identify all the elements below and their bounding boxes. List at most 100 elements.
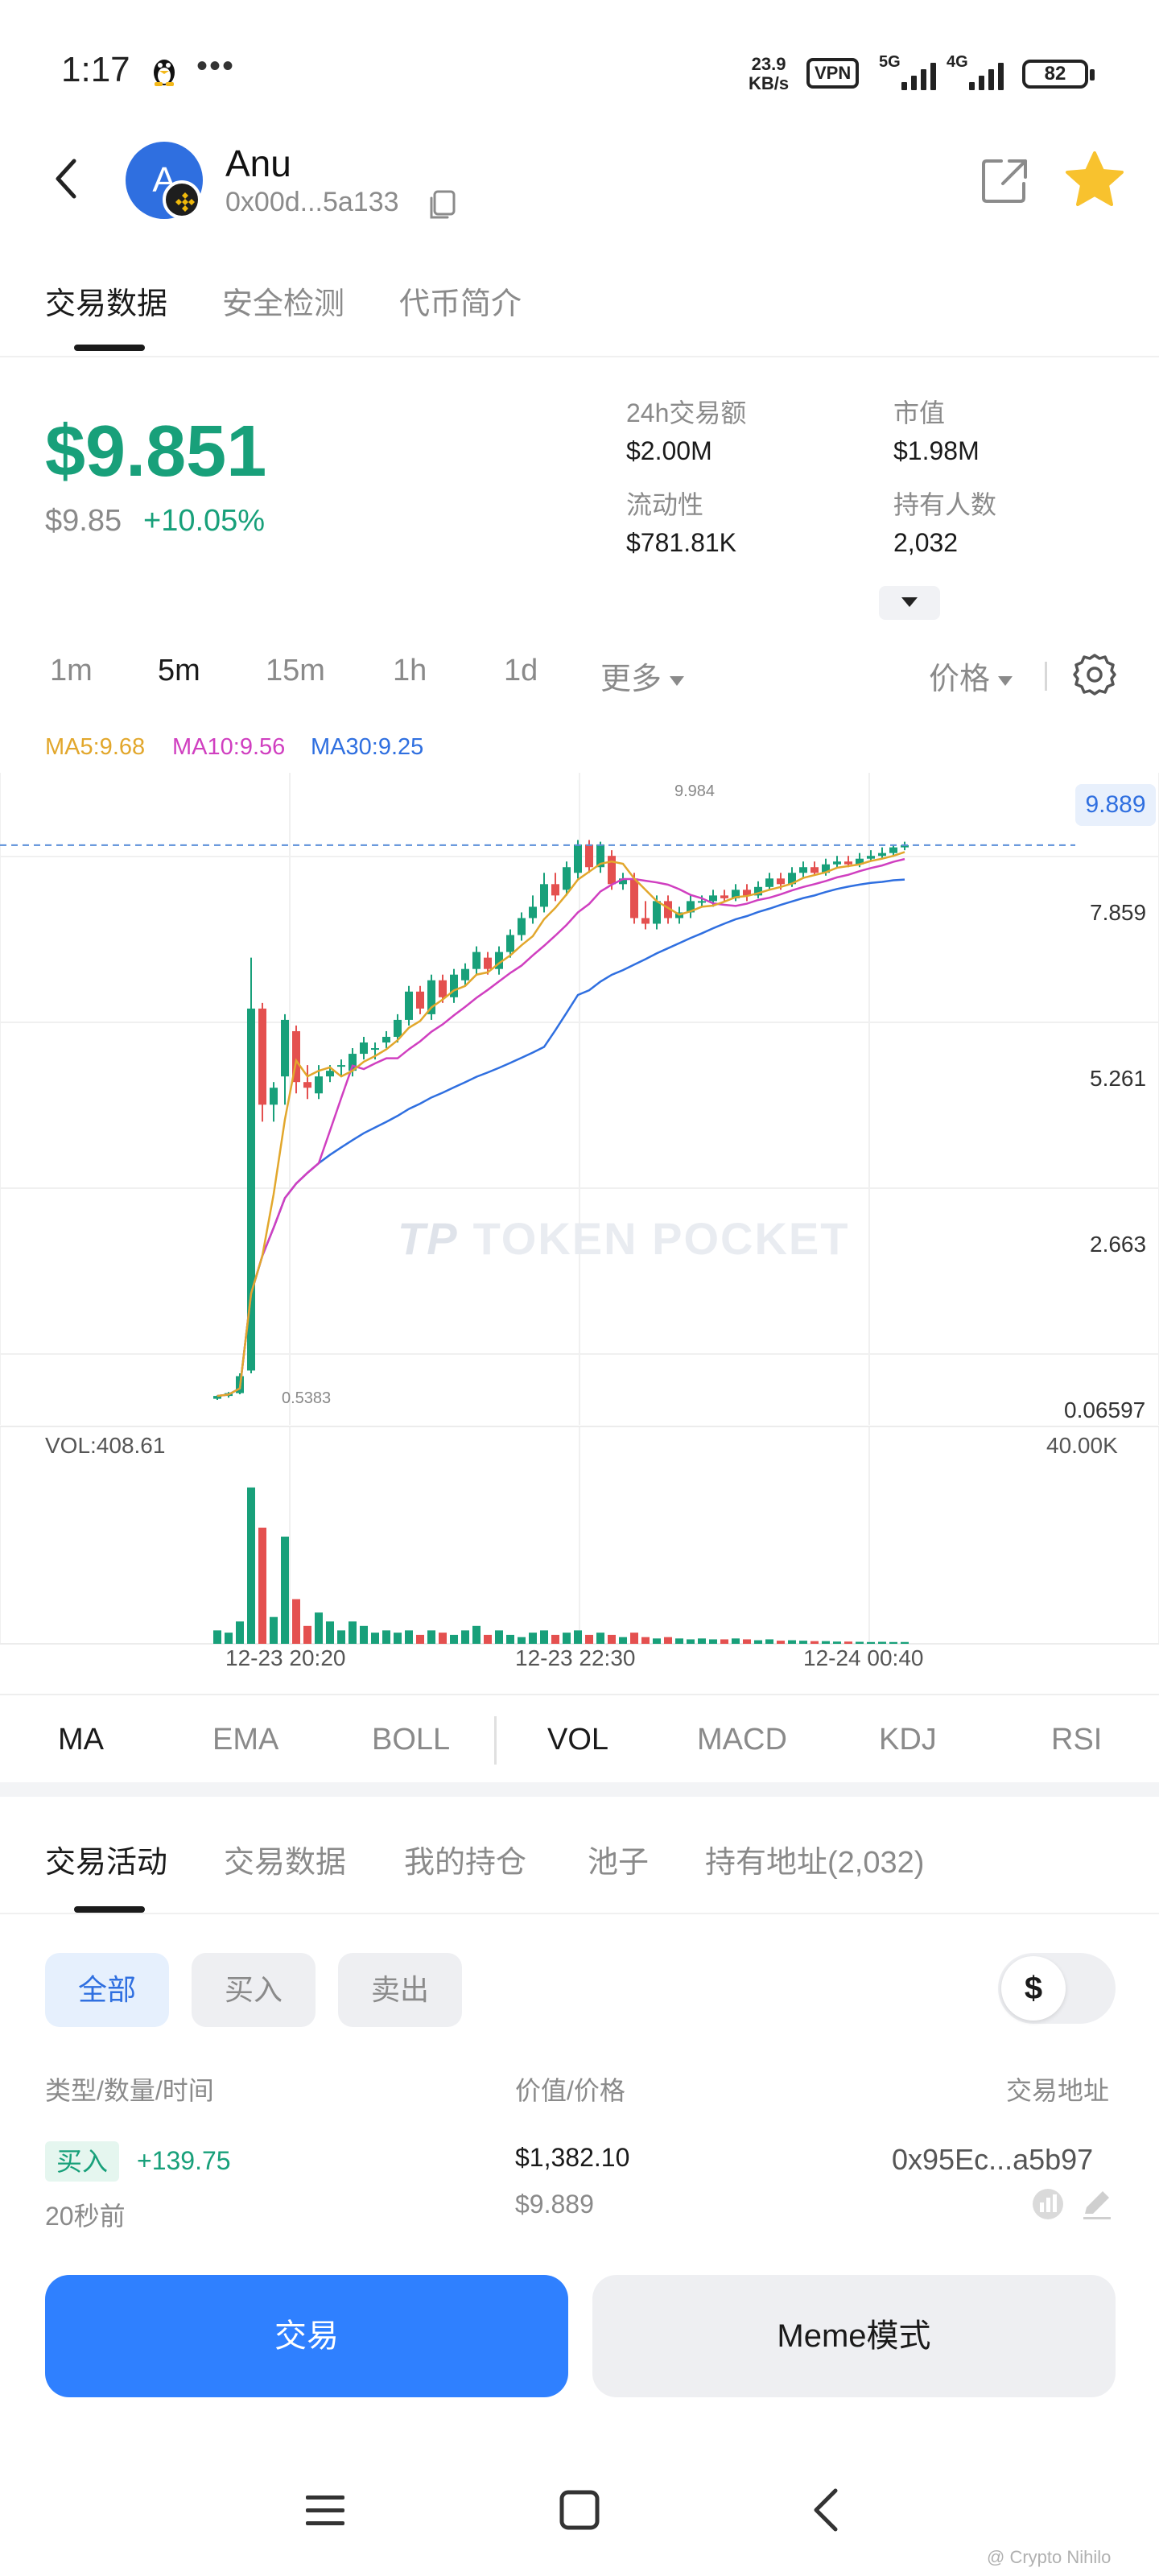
volume-bar bbox=[709, 1639, 717, 1644]
volume-bar bbox=[641, 1637, 650, 1644]
volume-bar bbox=[743, 1639, 751, 1644]
meme-mode-button[interactable]: Meme模式 bbox=[592, 2275, 1116, 2397]
indicator-kdj[interactable]: KDJ bbox=[879, 1723, 937, 1757]
tab-my-holdings[interactable]: 我的持仓 bbox=[404, 1846, 527, 1880]
candle-body bbox=[303, 1082, 311, 1088]
tab-trade-data-2[interactable]: 交易数据 bbox=[224, 1846, 347, 1880]
ma30-line bbox=[217, 878, 905, 1397]
tab-trade-data[interactable]: 交易数据 bbox=[45, 287, 168, 321]
volume-bar bbox=[732, 1638, 740, 1644]
volume-bar bbox=[439, 1633, 447, 1644]
timeframe-1m[interactable]: 1m bbox=[50, 654, 93, 687]
candle-body bbox=[540, 884, 548, 907]
volume-bar bbox=[495, 1630, 503, 1644]
currency-toggle[interactable]: $ bbox=[998, 1953, 1116, 2024]
candle-body bbox=[641, 918, 650, 924]
ma10-legend: MA10:9.56 bbox=[172, 734, 286, 760]
indicator-vol[interactable]: VOL bbox=[547, 1723, 609, 1757]
copy-icon[interactable] bbox=[425, 187, 460, 222]
candle-body bbox=[258, 1008, 266, 1105]
candle-body bbox=[709, 895, 717, 902]
volume-label: VOL:408.61 bbox=[45, 1433, 166, 1458]
candle-body bbox=[878, 852, 886, 857]
volume-bar bbox=[529, 1633, 537, 1644]
timeframe-5m[interactable]: 5m bbox=[158, 654, 200, 687]
favorite-star-icon[interactable] bbox=[1064, 150, 1125, 209]
filter-buy[interactable]: 买入 bbox=[192, 1953, 316, 2027]
volume-bar bbox=[315, 1612, 323, 1644]
indicator-rsi[interactable]: RSI bbox=[1051, 1723, 1103, 1757]
candle-body bbox=[788, 873, 796, 885]
tab-holder-addresses[interactable]: 持有地址(2,032) bbox=[705, 1846, 925, 1880]
volume-bar bbox=[292, 1599, 300, 1644]
tab-pools[interactable]: 池子 bbox=[588, 1846, 650, 1880]
tab-token-intro[interactable]: 代币简介 bbox=[399, 287, 522, 321]
gear-icon[interactable] bbox=[1072, 652, 1117, 697]
tab-trade-activity[interactable]: 交易活动 bbox=[45, 1846, 168, 1880]
timeframe-1d[interactable]: 1d bbox=[504, 654, 538, 687]
wallet-analysis-icon[interactable] bbox=[1030, 2186, 1066, 2222]
trade-time: 20秒前 bbox=[45, 2202, 126, 2231]
volume-bar bbox=[247, 1487, 255, 1644]
trade-button[interactable]: 交易 bbox=[45, 2275, 568, 2397]
home-icon[interactable] bbox=[554, 2484, 605, 2536]
candle-body bbox=[495, 952, 503, 969]
volume-bar bbox=[765, 1639, 773, 1644]
volume-bar bbox=[450, 1634, 458, 1644]
volume-bar bbox=[608, 1634, 616, 1644]
candle-body bbox=[810, 867, 819, 873]
current-price-tag: 9.889 bbox=[1075, 784, 1156, 826]
indicator-boll[interactable]: BOLL bbox=[372, 1723, 451, 1757]
volume-bar bbox=[349, 1621, 357, 1644]
filter-all[interactable]: 全部 bbox=[45, 1953, 169, 2027]
candle-body bbox=[315, 1076, 323, 1094]
x-tick-label: 12-23 20:20 bbox=[225, 1645, 346, 1670]
y-tick-label: 7.859 bbox=[1090, 900, 1147, 925]
volume-bar bbox=[337, 1630, 345, 1644]
indicator-tabs: MA EMA BOLL VOL MACD KDJ RSI bbox=[0, 1694, 1159, 1782]
filter-sell[interactable]: 卖出 bbox=[338, 1953, 462, 2027]
trade-value: $1,382.10 bbox=[515, 2143, 630, 2172]
divider bbox=[1045, 662, 1047, 691]
timeframe-15m[interactable]: 15m bbox=[266, 654, 325, 687]
tab-security-check[interactable]: 安全检测 bbox=[222, 287, 345, 321]
volume-max-label: 40.00K bbox=[1046, 1433, 1118, 1458]
indicator-macd[interactable]: MACD bbox=[697, 1723, 787, 1757]
candle-body bbox=[213, 1396, 221, 1399]
price-chart[interactable]: TP TOKEN POCKET 9.889 7.859 5.261 2.663 0… bbox=[0, 773, 1159, 1690]
candle-body bbox=[765, 878, 773, 887]
volume-bar bbox=[472, 1625, 481, 1644]
back-arrow-icon[interactable] bbox=[47, 153, 85, 204]
volume-bar bbox=[270, 1616, 278, 1644]
candle-body bbox=[585, 844, 593, 868]
candle-body bbox=[563, 867, 571, 890]
liquidity-value: $781.81K bbox=[626, 528, 737, 557]
candle-body bbox=[653, 901, 661, 924]
timeframe-more-dropdown[interactable]: 更多 bbox=[600, 654, 685, 698]
trade-amount: +139.75 bbox=[137, 2146, 231, 2175]
y-tick-label: 5.261 bbox=[1090, 1066, 1147, 1091]
volume-bar bbox=[360, 1625, 368, 1644]
price-mode-dropdown[interactable]: 价格 bbox=[929, 654, 1013, 698]
volume-bar bbox=[303, 1625, 311, 1644]
menu-icon[interactable] bbox=[299, 2484, 351, 2536]
candle-body bbox=[619, 878, 627, 885]
volume-bar bbox=[675, 1638, 683, 1644]
timeframe-1h[interactable]: 1h bbox=[393, 654, 427, 687]
volume-bar bbox=[777, 1641, 785, 1644]
trade-address[interactable]: 0x95Ec...a5b97 bbox=[892, 2143, 1094, 2176]
volume-bar bbox=[213, 1630, 221, 1644]
candle-body bbox=[337, 1065, 345, 1067]
low-annotation: 0.5383 bbox=[282, 1389, 332, 1407]
candle-body bbox=[439, 980, 447, 997]
back-nav-icon[interactable] bbox=[802, 2484, 853, 2536]
volume-bar bbox=[619, 1637, 627, 1644]
indicator-ema[interactable]: EMA bbox=[212, 1723, 279, 1757]
battery-icon: 82 bbox=[1022, 60, 1095, 89]
indicator-ma[interactable]: MA bbox=[58, 1723, 104, 1757]
expand-stats-button[interactable] bbox=[879, 586, 940, 620]
edit-pencil-icon[interactable] bbox=[1079, 2186, 1114, 2222]
action-bar: 交易 Meme模式 bbox=[0, 2240, 1159, 2401]
share-icon[interactable] bbox=[980, 156, 1030, 206]
dollar-icon: $ bbox=[1001, 1956, 1066, 2021]
